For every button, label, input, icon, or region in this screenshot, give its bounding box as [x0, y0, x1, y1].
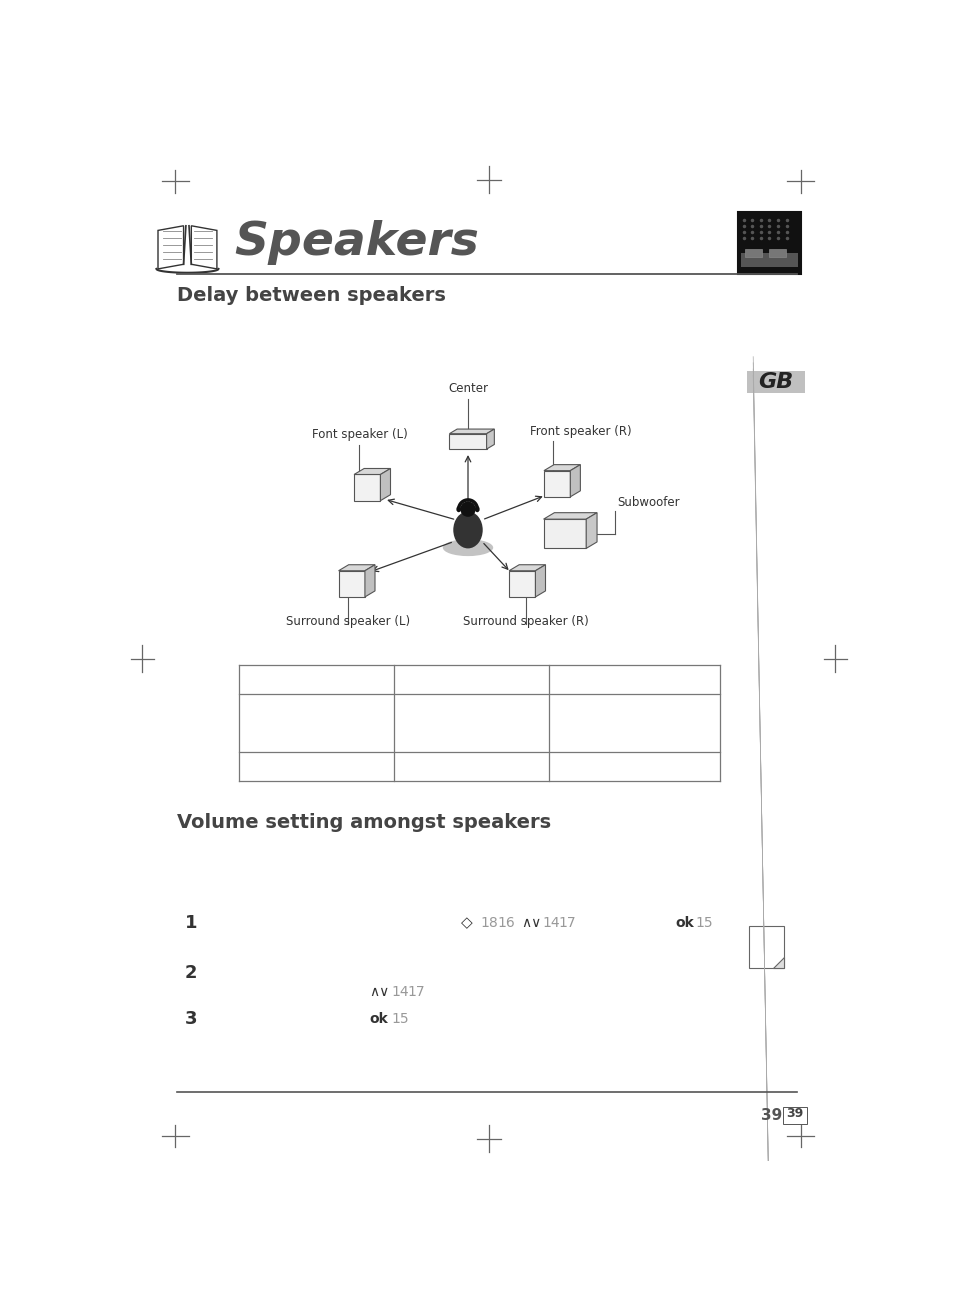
Text: Surround speaker (R): Surround speaker (R)	[463, 614, 588, 627]
Bar	[744, 249, 761, 257]
Polygon shape	[380, 468, 390, 501]
Ellipse shape	[456, 506, 460, 512]
Polygon shape	[585, 512, 597, 549]
Bar	[768, 249, 785, 257]
Text: ok: ok	[675, 915, 694, 930]
Bar	[746, 372, 804, 393]
Text: 18: 18	[480, 915, 498, 930]
Text: Volume setting amongst speakers: Volume setting amongst speakers	[177, 812, 551, 832]
Text: 1: 1	[185, 914, 197, 931]
Ellipse shape	[442, 539, 493, 556]
Polygon shape	[543, 464, 579, 471]
Polygon shape	[158, 226, 183, 269]
Text: Font speaker (L): Font speaker (L)	[312, 429, 407, 441]
Text: Center: Center	[448, 382, 488, 395]
Polygon shape	[486, 429, 494, 449]
Text: 39: 39	[760, 1107, 781, 1123]
Bar	[740, 253, 798, 267]
Text: 39: 39	[785, 1107, 802, 1120]
Polygon shape	[748, 926, 783, 968]
Polygon shape	[449, 429, 494, 434]
Bar	[737, 213, 801, 274]
Text: Delay between speakers: Delay between speakers	[177, 286, 446, 305]
Polygon shape	[338, 565, 375, 571]
Polygon shape	[354, 468, 390, 475]
Text: 15: 15	[391, 1012, 408, 1026]
Text: 14: 14	[391, 985, 408, 999]
Bar	[509, 571, 535, 597]
Polygon shape	[772, 957, 783, 968]
Ellipse shape	[453, 511, 482, 549]
Bar	[354, 475, 380, 501]
Text: 16: 16	[497, 915, 515, 930]
Text: 14: 14	[542, 915, 560, 930]
Polygon shape	[543, 512, 597, 519]
Polygon shape	[570, 464, 579, 497]
Text: 17: 17	[558, 915, 576, 930]
Bar	[782, 1107, 806, 1124]
Bar	[449, 434, 486, 449]
Text: 3: 3	[185, 1009, 197, 1028]
Polygon shape	[535, 565, 545, 597]
Text: 17: 17	[407, 985, 424, 999]
Bar	[338, 571, 365, 597]
Circle shape	[459, 502, 476, 516]
Polygon shape	[365, 565, 375, 597]
Polygon shape	[509, 565, 545, 571]
Ellipse shape	[475, 506, 479, 512]
Text: ∧∨: ∧∨	[521, 915, 541, 930]
Text: ◇: ◇	[460, 915, 472, 930]
Text: ok: ok	[369, 1012, 388, 1026]
Bar	[543, 471, 570, 497]
Text: ∧∨: ∧∨	[369, 985, 389, 999]
Text: 15: 15	[695, 915, 713, 930]
Text: Speakers: Speakers	[233, 220, 478, 265]
Text: Surround speaker (L): Surround speaker (L)	[286, 614, 410, 627]
Text: Front speaker (R): Front speaker (R)	[529, 425, 631, 438]
Text: 2: 2	[185, 964, 197, 982]
Text: Subwoofer: Subwoofer	[617, 496, 679, 509]
Bar	[543, 519, 585, 549]
Polygon shape	[192, 226, 216, 269]
Text: GB: GB	[758, 372, 793, 393]
